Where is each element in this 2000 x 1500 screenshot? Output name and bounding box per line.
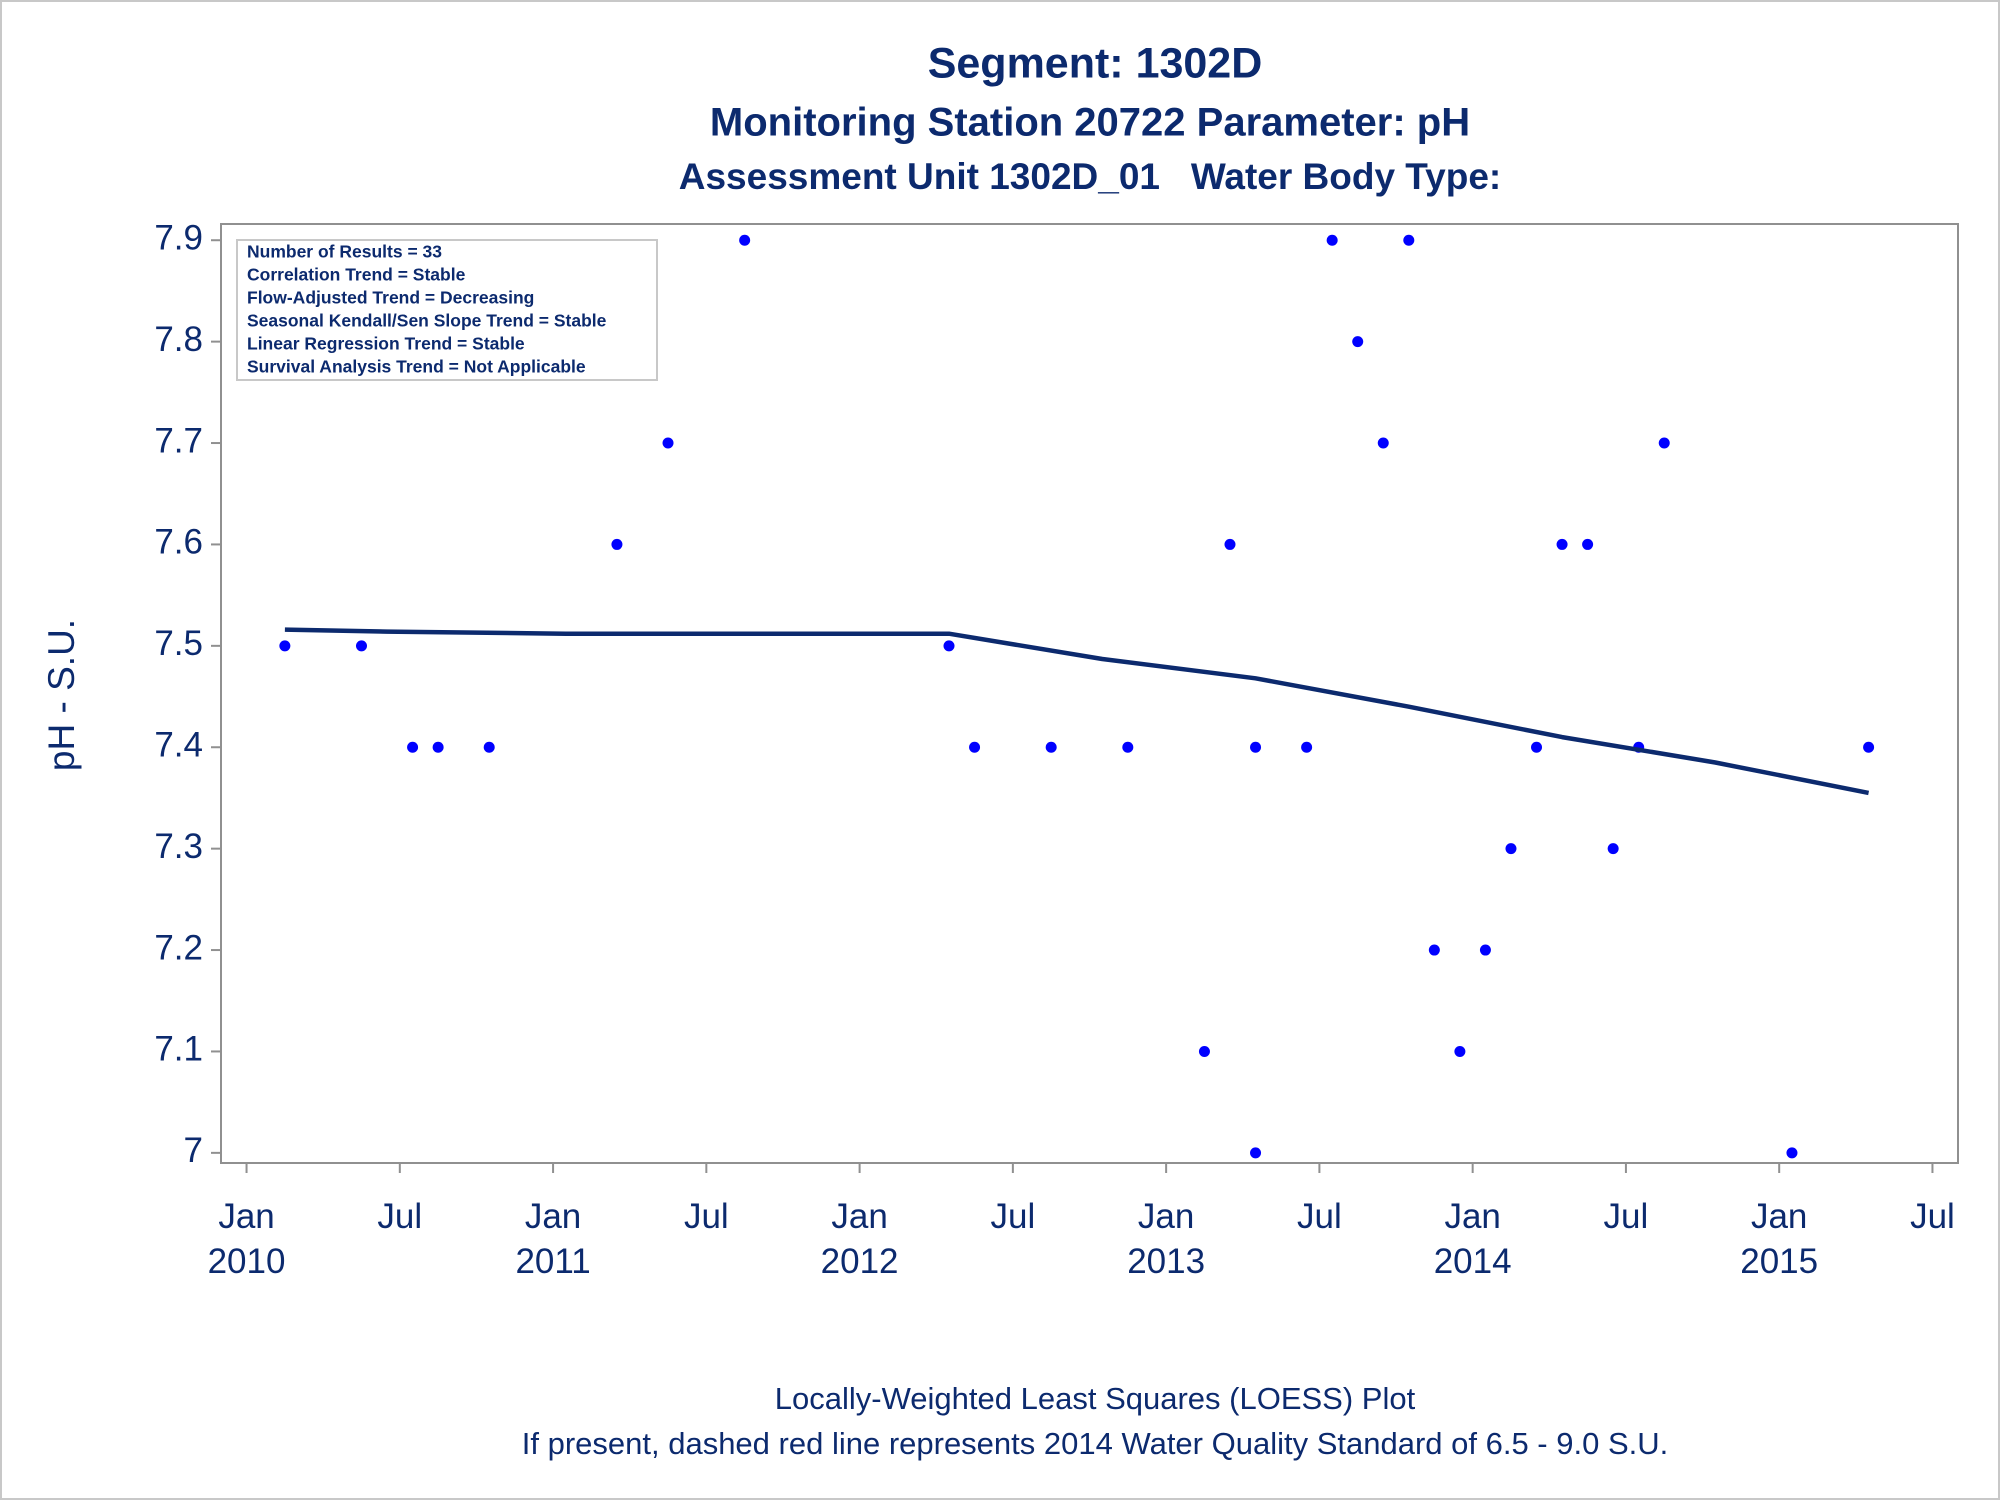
x-tick-label: Jul [684, 1197, 729, 1236]
x-tick-label: Jul [377, 1197, 422, 1236]
data-point [1531, 741, 1543, 753]
y-tick-label: 7.4 [154, 725, 203, 764]
y-tick-label: 7.7 [154, 421, 203, 460]
x-tick-label-line: Jan [831, 1197, 887, 1236]
loess-line [284, 627, 1870, 796]
x-tick-label: Jul [990, 1197, 1035, 1236]
data-point [1505, 843, 1517, 855]
x-tick-label-line: Jul [990, 1197, 1035, 1236]
data-point [1326, 234, 1338, 246]
data-point [1582, 538, 1594, 550]
x-tick-label-line: 2012 [821, 1242, 899, 1281]
x-tick-label-line: Jan [1444, 1197, 1500, 1236]
data-point [1250, 741, 1262, 753]
chart-title: Segment: 1302D [928, 39, 1263, 87]
data-point [1377, 437, 1389, 449]
x-tick-label: Jan 2014 [1434, 1197, 1512, 1281]
x-tick-label-line: 2014 [1434, 1242, 1512, 1281]
annotation: Flow-Adjusted Trend = Decreasing [247, 288, 534, 308]
y-tick-label: 7.6 [154, 523, 203, 562]
x-tick-label: Jan 2012 [821, 1197, 899, 1281]
data-point [1045, 741, 1057, 753]
footnote: Locally-Weighted Least Squares (LOESS) P… [775, 1381, 1416, 1416]
x-tick-label-line: Jul [684, 1197, 729, 1236]
x-tick-label-line: Jan [1751, 1197, 1807, 1236]
data-point [1786, 1147, 1798, 1159]
x-tick-label-line: 2010 [208, 1242, 286, 1281]
data-point [1479, 944, 1491, 956]
data-point [739, 234, 751, 246]
stats-box [236, 239, 658, 381]
x-tick-label-line: 2013 [1127, 1242, 1205, 1281]
data-point [662, 437, 674, 449]
plot-frame [220, 223, 1959, 1164]
annotation: Survival Analysis Trend = Not Applicable [247, 357, 586, 377]
y-tick-label: 7.1 [154, 1030, 203, 1069]
x-tick-label-line: Jul [1297, 1197, 1342, 1236]
data-point [1556, 538, 1568, 550]
x-tick-label: Jan 2013 [1127, 1197, 1205, 1281]
data-point [279, 640, 291, 652]
y-tick-label: 7.2 [154, 928, 203, 967]
data-point [1658, 437, 1670, 449]
data-point [407, 741, 419, 753]
data-point [1250, 1147, 1262, 1159]
chart-subtitle: Assessment Unit 1302D_01 Water Body Type… [679, 156, 1502, 197]
x-tick-label-line: Jul [377, 1197, 422, 1236]
data-point [1198, 1045, 1210, 1057]
data-point [611, 538, 623, 550]
x-tick-label: Jan 2015 [1740, 1197, 1818, 1281]
y-axis-label: pH - S.U. [41, 619, 82, 771]
data-point [1403, 234, 1415, 246]
data-point [1301, 741, 1313, 753]
data-point [355, 640, 367, 652]
data-point [1607, 843, 1619, 855]
data-point [483, 741, 495, 753]
y-tick-label: 7.8 [154, 320, 203, 359]
x-tick-label: Jan 2010 [208, 1197, 286, 1281]
data-point [943, 640, 955, 652]
chart-subtitle: Monitoring Station 20722 Parameter: pH [710, 101, 1470, 145]
y-tick-label: 7.9 [154, 218, 203, 257]
x-tick-label: Jul [1297, 1197, 1342, 1236]
data-point [969, 741, 981, 753]
x-tick-label-line: 2011 [515, 1242, 590, 1281]
data-point [1122, 741, 1134, 753]
annotation: Seasonal Kendall/Sen Slope Trend = Stabl… [247, 311, 607, 331]
data-point [1428, 944, 1440, 956]
x-tick-label: Jul [1604, 1197, 1649, 1236]
data-point [1454, 1045, 1466, 1057]
y-tick-label: 7.5 [154, 624, 203, 663]
data-point [1224, 538, 1236, 550]
x-tick-label-line: 2015 [1740, 1242, 1818, 1281]
x-tick-label-line: Jan [525, 1197, 581, 1236]
annotation: Number of Results = 33 [247, 242, 442, 262]
x-tick-label: Jul [1910, 1197, 1955, 1236]
y-tick-label: 7 [184, 1131, 203, 1170]
data-point [1352, 336, 1364, 348]
y-tick-label: 7.3 [154, 827, 203, 866]
x-tick-label-line: Jan [218, 1197, 274, 1236]
x-tick-label: Jan 2011 [515, 1197, 590, 1281]
footnote: If present, dashed red line represents 2… [522, 1426, 1669, 1461]
x-tick-label-line: Jul [1604, 1197, 1649, 1236]
annotation: Correlation Trend = Stable [247, 265, 466, 285]
data-point [1863, 741, 1875, 753]
x-tick-label-line: Jan [1138, 1197, 1194, 1236]
annotation: Linear Regression Trend = Stable [247, 334, 525, 354]
x-tick-label-line: Jul [1910, 1197, 1955, 1236]
data-point [432, 741, 444, 753]
